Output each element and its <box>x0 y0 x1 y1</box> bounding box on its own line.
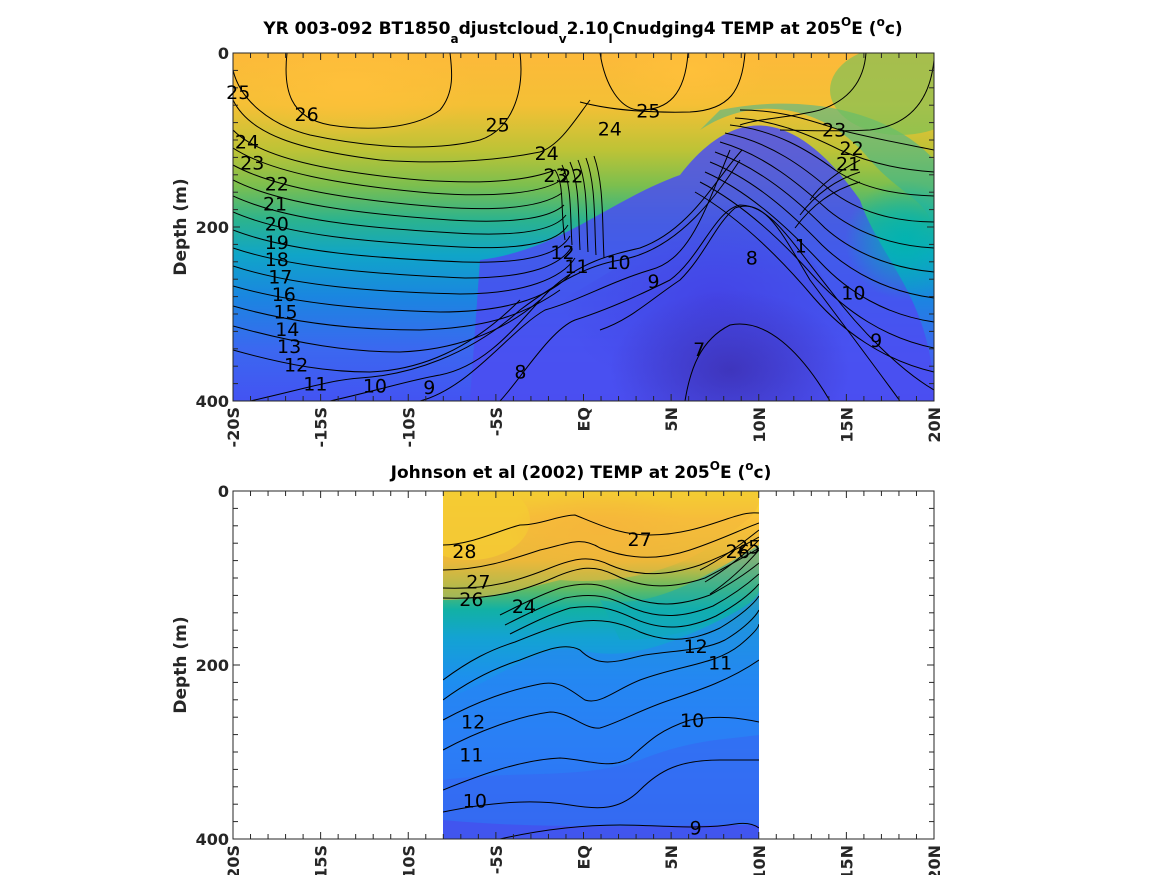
contour-value-label: 11 <box>708 652 732 674</box>
bottom-y-axis-label: Depth (m) <box>171 616 191 713</box>
contour-value-label: 20 <box>265 214 289 236</box>
x-tick-label: -15S <box>312 845 331 875</box>
contour-value-label: 22 <box>840 138 864 160</box>
x-tick-label: EQ <box>575 407 594 432</box>
x-tick-label: 20N <box>925 407 944 443</box>
contour-value-label: 21 <box>263 194 287 216</box>
contour-value-label: 9 <box>870 330 882 352</box>
contour-value-label: 9 <box>648 271 660 293</box>
x-tick-label: 15N <box>837 407 856 443</box>
contour-value-label: 14 <box>275 319 299 341</box>
contour-value-label: 9 <box>423 377 435 399</box>
contour-value-label: 11 <box>564 256 588 278</box>
contour-value-label: 26 <box>295 104 319 126</box>
x-tick-label: 10N <box>750 407 769 443</box>
contour-value-label: 19 <box>265 232 289 254</box>
contour-value-label: 18 <box>265 249 289 271</box>
bottom-x-tick-labels: -20S -15S -10S -5S EQ 5N 10N 15N 20N <box>224 845 944 875</box>
x-tick-label: 5N <box>662 407 681 432</box>
x-tick-label: 15N <box>837 845 856 875</box>
contour-value-label: 24 <box>235 132 259 154</box>
y-tick-label: 200 <box>196 218 229 237</box>
contour-value-label: 12 <box>284 354 308 376</box>
x-tick-label: 20N <box>925 845 944 875</box>
x-tick-label: 10N <box>750 845 769 875</box>
contour-value-label: 10 <box>606 252 630 274</box>
bottom-y-tick-labels: 0 200 400 <box>196 482 229 849</box>
top-y-tick-labels: 0 200 400 <box>196 44 229 411</box>
bottom-contour-lines <box>443 512 759 839</box>
x-tick-label: EQ <box>575 845 594 870</box>
top-y-axis-label: Depth (m) <box>171 178 191 275</box>
y-tick-label: 200 <box>196 656 229 675</box>
contour-value-label: 27 <box>466 571 490 593</box>
contour-value-label: 12 <box>550 242 574 264</box>
y-tick-label: 0 <box>218 44 229 63</box>
contour-value-label: 26 <box>726 541 750 563</box>
contour-value-label: 24 <box>598 119 622 141</box>
x-tick-label: -5S <box>487 407 506 436</box>
top-x-tick-labels: -20S -15S -10S -5S EQ 5N 10N 15N 20N <box>224 407 944 447</box>
contour-value-label: 23 <box>822 120 846 142</box>
contour-value-label: 25 <box>636 100 660 122</box>
top-contour-panel: -20S -15S -10S -5S EQ 5N 10N 15N 20N 0 200 400 25 2… <box>171 15 944 447</box>
contour-value-label: 24 <box>512 596 536 618</box>
x-tick-label: -20S <box>224 845 243 875</box>
contour-value-label: 25 <box>736 537 760 559</box>
contour-value-label: 8 <box>514 361 526 383</box>
contour-value-label: 10 <box>363 375 387 397</box>
contour-value-label: 23 <box>240 153 264 175</box>
contour-value-label: 8 <box>746 247 758 269</box>
contour-value-label: 12 <box>461 712 485 734</box>
x-tick-label: -20S <box>224 407 243 447</box>
contour-value-label: 17 <box>268 267 292 289</box>
contour-value-label: 22 <box>559 166 583 188</box>
contour-value-label: 7 <box>693 339 705 361</box>
contour-value-label: 26 <box>459 589 483 611</box>
contour-value-label: 1 <box>795 235 807 257</box>
bottom-contour-panel: -20S -15S -10S -5S EQ 5N 10N 15N 20N 0 200 400 28 2… <box>171 459 944 875</box>
x-tick-label: -10S <box>399 845 418 875</box>
contour-value-label: 13 <box>277 336 301 358</box>
contour-value-label: 9 <box>690 818 702 840</box>
contour-value-label: 11 <box>459 745 483 767</box>
top-tick-marks <box>232 52 935 402</box>
contour-value-label: 11 <box>303 374 327 396</box>
contour-value-label: 10 <box>680 710 704 732</box>
contour-value-label: 25 <box>226 82 250 104</box>
top-chart-title: YR 003-092 BT1850adjustcloudv2.10lCnudgi… <box>262 15 902 46</box>
y-tick-label: 0 <box>218 482 229 501</box>
y-tick-label: 400 <box>196 392 229 411</box>
contour-value-label: 22 <box>265 174 289 196</box>
x-tick-label: 5N <box>662 845 681 870</box>
contour-value-label: 16 <box>272 284 296 306</box>
contour-value-label: 25 <box>486 114 510 136</box>
bottom-chart-title: Johnson et al (2002) TEMP at 205OE (oc) <box>390 459 772 483</box>
contour-value-label: 10 <box>841 282 865 304</box>
y-tick-label: 400 <box>196 830 229 849</box>
contour-value-label: 15 <box>273 301 297 323</box>
bottom-filled-field <box>443 491 759 839</box>
contour-value-label: 23 <box>543 165 567 187</box>
top-filled-field <box>233 53 934 401</box>
contour-value-label: 28 <box>452 541 476 563</box>
contour-value-label: 12 <box>684 636 708 658</box>
contour-value-label: 27 <box>627 529 651 551</box>
top-contour-lines <box>233 53 934 401</box>
contour-value-label: 10 <box>463 791 487 813</box>
x-tick-label: -5S <box>487 845 506 874</box>
bottom-tick-marks <box>232 490 935 840</box>
contour-value-label: 21 <box>836 153 860 175</box>
x-tick-label: -15S <box>312 407 331 447</box>
x-tick-label: -10S <box>399 407 418 447</box>
contour-value-label: 24 <box>535 143 559 165</box>
